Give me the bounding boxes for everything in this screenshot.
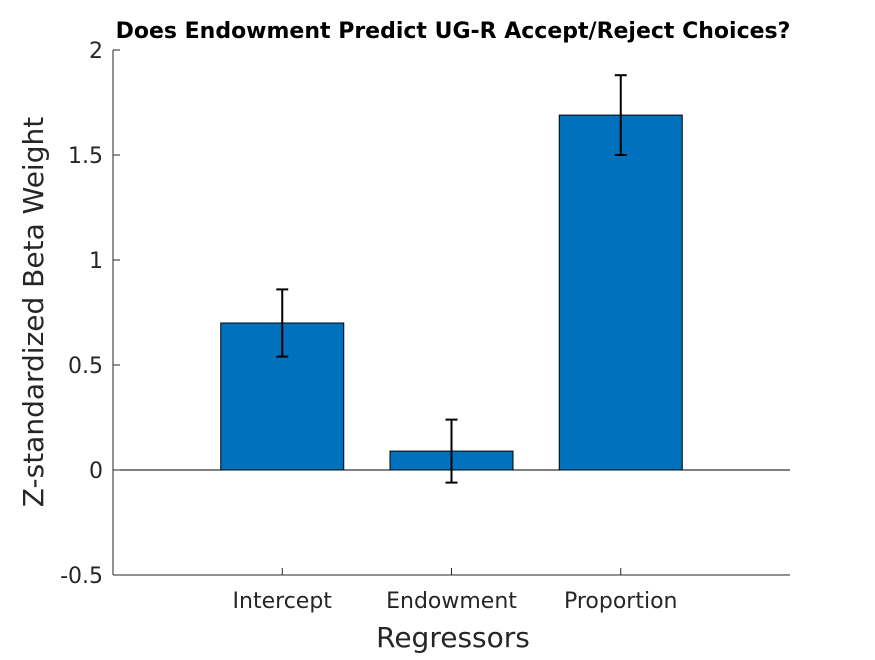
y-tick-label: -0.5 [60,564,103,589]
y-axis-label: Z-standardized Beta Weight [17,117,50,507]
error-bars-layer [276,74,627,484]
text-layer: Does Endowment Predict UG-R Accept/Rejec… [17,19,790,654]
y-tick-label: 2 [89,39,103,64]
x-axis-label: Regressors [376,621,530,654]
y-tick-label: 0.5 [68,354,103,379]
y-tick-label: 1.5 [68,144,103,169]
bars-layer [220,114,683,471]
x-tick-label-endowment: Endowment [386,589,517,614]
y-tick-label: 0 [89,459,103,484]
bar-proportion [558,114,683,471]
x-tick-label-intercept: Intercept [233,589,333,614]
x-tick-label-proportion: Proportion [564,589,678,614]
axes-layer [112,49,790,576]
y-tick-label: 1 [89,249,103,274]
chart-title: Does Endowment Predict UG-R Accept/Rejec… [116,19,791,44]
